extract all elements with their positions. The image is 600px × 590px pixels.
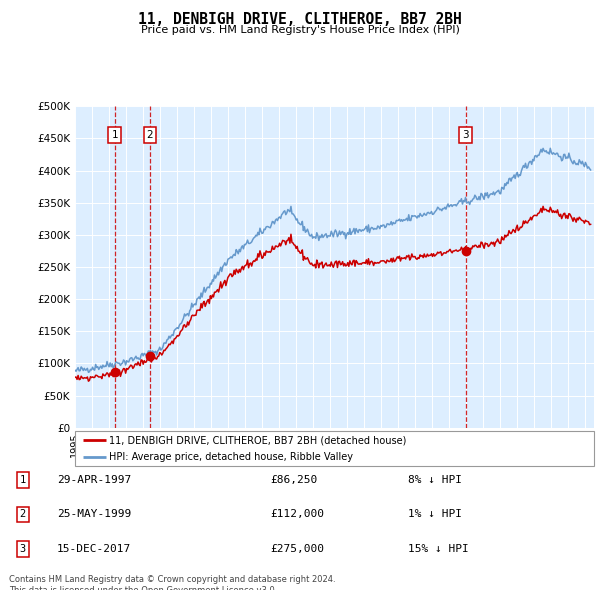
Text: 2: 2 <box>146 130 153 140</box>
Text: 1: 1 <box>20 475 26 484</box>
Text: 15-DEC-2017: 15-DEC-2017 <box>57 545 131 554</box>
Text: 11, DENBIGH DRIVE, CLITHEROE, BB7 2BH (detached house): 11, DENBIGH DRIVE, CLITHEROE, BB7 2BH (d… <box>109 435 406 445</box>
Text: 25-MAY-1999: 25-MAY-1999 <box>57 510 131 519</box>
Text: 15% ↓ HPI: 15% ↓ HPI <box>408 545 469 554</box>
Text: 1% ↓ HPI: 1% ↓ HPI <box>408 510 462 519</box>
Text: £275,000: £275,000 <box>270 545 324 554</box>
Text: 3: 3 <box>463 130 469 140</box>
Text: 3: 3 <box>20 545 26 554</box>
Text: Contains HM Land Registry data © Crown copyright and database right 2024.
This d: Contains HM Land Registry data © Crown c… <box>9 575 335 590</box>
Text: 29-APR-1997: 29-APR-1997 <box>57 475 131 484</box>
Text: £86,250: £86,250 <box>270 475 317 484</box>
Text: £112,000: £112,000 <box>270 510 324 519</box>
Text: 2: 2 <box>20 510 26 519</box>
FancyBboxPatch shape <box>75 431 594 466</box>
Text: 1: 1 <box>112 130 118 140</box>
Text: 11, DENBIGH DRIVE, CLITHEROE, BB7 2BH: 11, DENBIGH DRIVE, CLITHEROE, BB7 2BH <box>138 12 462 27</box>
Text: 8% ↓ HPI: 8% ↓ HPI <box>408 475 462 484</box>
Text: Price paid vs. HM Land Registry's House Price Index (HPI): Price paid vs. HM Land Registry's House … <box>140 25 460 35</box>
Text: HPI: Average price, detached house, Ribble Valley: HPI: Average price, detached house, Ribb… <box>109 451 353 461</box>
